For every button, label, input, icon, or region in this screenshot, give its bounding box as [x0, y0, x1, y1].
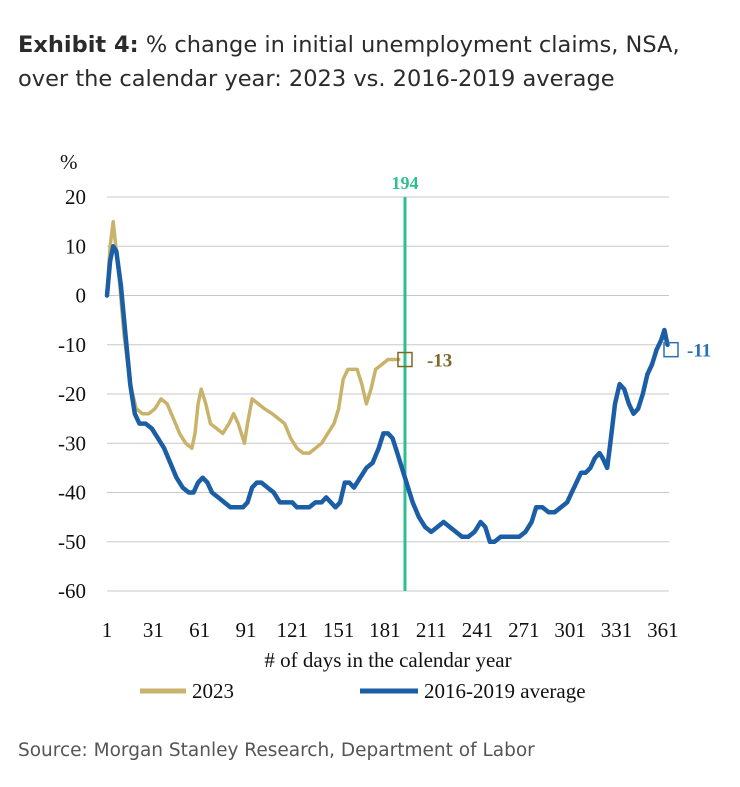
x-axis-label: # of days in the calendar year [264, 648, 511, 672]
vertical-marker: 194 [391, 173, 418, 591]
title-line-2: over the calendar year: 2023 vs. 2016-20… [18, 66, 615, 92]
x-tick-label: 181 [369, 618, 401, 642]
x-tick-label: 271 [508, 618, 540, 642]
y-tick-label: 10 [65, 234, 86, 258]
series-line [104, 244, 670, 545]
source-note: Source: Morgan Stanley Research, Departm… [18, 740, 535, 761]
chart-title: Exhibit 4: % change in initial unemploym… [18, 28, 728, 96]
legend: 2023 2016-2019 average [140, 679, 586, 703]
y-axis-label: % [60, 150, 78, 174]
x-tick-label: 121 [277, 618, 309, 642]
series-end-labels: -13 -11 [397, 341, 711, 372]
y-tick-label: 20 [65, 185, 86, 209]
y-tick-label: -30 [58, 431, 86, 455]
y-tick-label: -40 [58, 481, 86, 505]
marker-label: 194 [391, 173, 418, 193]
x-tick-label: 1 [102, 618, 113, 642]
x-tick-label: 211 [416, 618, 447, 642]
x-tick-label: 331 [601, 618, 633, 642]
end-value-box [663, 341, 679, 358]
y-tick-label: -50 [58, 530, 86, 554]
x-tick-label: 151 [323, 618, 355, 642]
legend-label: 2016-2019 average [424, 679, 586, 703]
end-value-box [397, 351, 413, 368]
x-tick-label: 31 [143, 618, 164, 642]
x-tick-label: 241 [462, 618, 494, 642]
y-tick-label: -20 [58, 382, 86, 406]
series-lines [104, 219, 670, 545]
grid-lines [107, 196, 669, 592]
exhibit-label: Exhibit 4: [18, 32, 139, 58]
x-axis: 1 31 61 91 121 151 181 211 241 271 301 331 361 # of d… [102, 618, 679, 672]
x-tick-label: 301 [554, 618, 586, 642]
y-tick-label: -60 [58, 579, 86, 603]
line-chart: 20 10 0 -10 -20 -30 -40 -50 -60% 1 31 61 91 121 151 18… [58, 150, 711, 703]
series-line [105, 219, 401, 455]
y-axis: 20 10 0 -10 -20 -30 -40 -50 -60% [58, 150, 86, 603]
x-tick-label: 91 [235, 618, 256, 642]
legend-label: 2023 [192, 679, 234, 703]
title-line-1: % change in initial unemployment claims,… [145, 32, 680, 58]
y-tick-label: -10 [58, 333, 86, 357]
end-value-label: -11 [687, 341, 711, 362]
end-value-label: -13 [427, 351, 452, 372]
x-tick-label: 361 [647, 618, 679, 642]
y-tick-label: 0 [76, 284, 87, 308]
x-tick-label: 61 [189, 618, 210, 642]
